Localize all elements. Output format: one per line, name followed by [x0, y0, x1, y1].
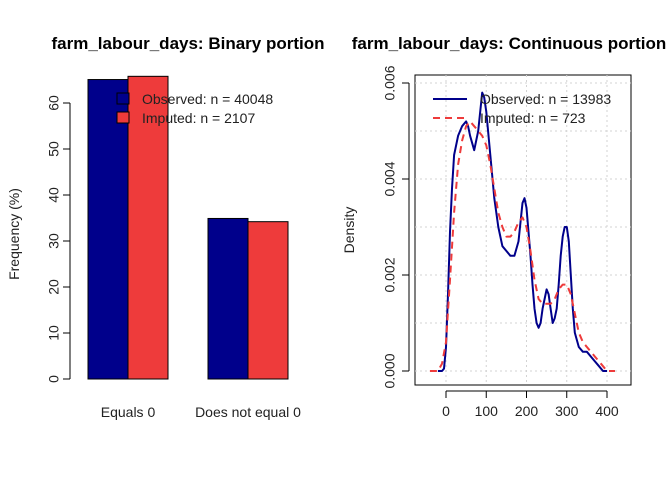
density-line-imputed	[429, 120, 615, 372]
legend-swatch-imputed	[116, 111, 130, 124]
continuous-density-panel: farm_labour_days: Continuous portion Den…	[341, 34, 666, 419]
binary-y-axis-label: Frequency (%)	[6, 188, 22, 280]
continuous-axes: 0 100 200 300 400 0.000 0.002 0.004 0.006	[382, 65, 619, 419]
binary-y-tick-label: 40	[46, 187, 62, 203]
continuous-x-tick-label: 100	[475, 403, 499, 419]
legend-label: Observed: n = 40048	[142, 91, 273, 107]
binary-category-label: Equals 0	[101, 404, 156, 420]
binary-y-tick-label: 50	[46, 141, 62, 157]
binary-category-label: Does not equal 0	[195, 404, 301, 420]
continuous-legend: Observed: n = 13983 Imputed: n = 723	[433, 91, 611, 126]
legend-label: Observed: n = 13983	[480, 91, 611, 107]
continuous-lines	[429, 91, 615, 372]
legend-label: Imputed: n = 2107	[142, 110, 255, 126]
binary-y-axis: 0 10 20 30 40 50 60	[46, 95, 71, 383]
bar-observed-0	[87, 79, 129, 380]
binary-legend: Observed: n = 40048 Imputed: n = 2107	[116, 91, 273, 126]
binary-y-tick-label: 60	[46, 95, 62, 111]
continuous-y-tick-label: 0.002	[382, 257, 398, 292]
bar-observed-1	[207, 217, 249, 380]
binary-y-tick-label: 30	[46, 233, 62, 249]
legend-swatch-observed	[116, 92, 130, 105]
continuous-plot-box	[414, 74, 632, 386]
continuous-y-tick-label: 0.004	[382, 161, 398, 196]
bar-imputed-0	[127, 75, 169, 380]
binary-y-tick-label: 20	[46, 279, 62, 295]
binary-x-axis-labels: Equals 0 Does not equal 0	[101, 404, 301, 420]
binary-chart-title: farm_labour_days: Binary portion	[51, 34, 324, 53]
continuous-y-tick-label: 0.000	[382, 353, 398, 388]
continuous-chart-title: farm_labour_days: Continuous portion	[352, 34, 667, 53]
continuous-x-tick-label: 200	[515, 403, 539, 419]
legend-label: Imputed: n = 723	[480, 110, 586, 126]
continuous-x-tick-label: 0	[442, 403, 450, 419]
continuous-y-axis-label: Density	[341, 207, 357, 254]
density-line-observed	[437, 91, 607, 372]
binary-y-tick-label: 0	[46, 375, 62, 383]
continuous-y-tick-label: 0.006	[382, 65, 398, 100]
binary-y-tick-label: 10	[46, 325, 62, 341]
continuous-x-tick-label: 300	[555, 403, 579, 419]
continuous-x-tick-label: 400	[595, 403, 619, 419]
binary-bars	[87, 75, 289, 380]
bar-imputed-1	[247, 221, 289, 380]
binary-bar-panel: farm_labour_days: Binary portion Frequen…	[6, 34, 325, 420]
